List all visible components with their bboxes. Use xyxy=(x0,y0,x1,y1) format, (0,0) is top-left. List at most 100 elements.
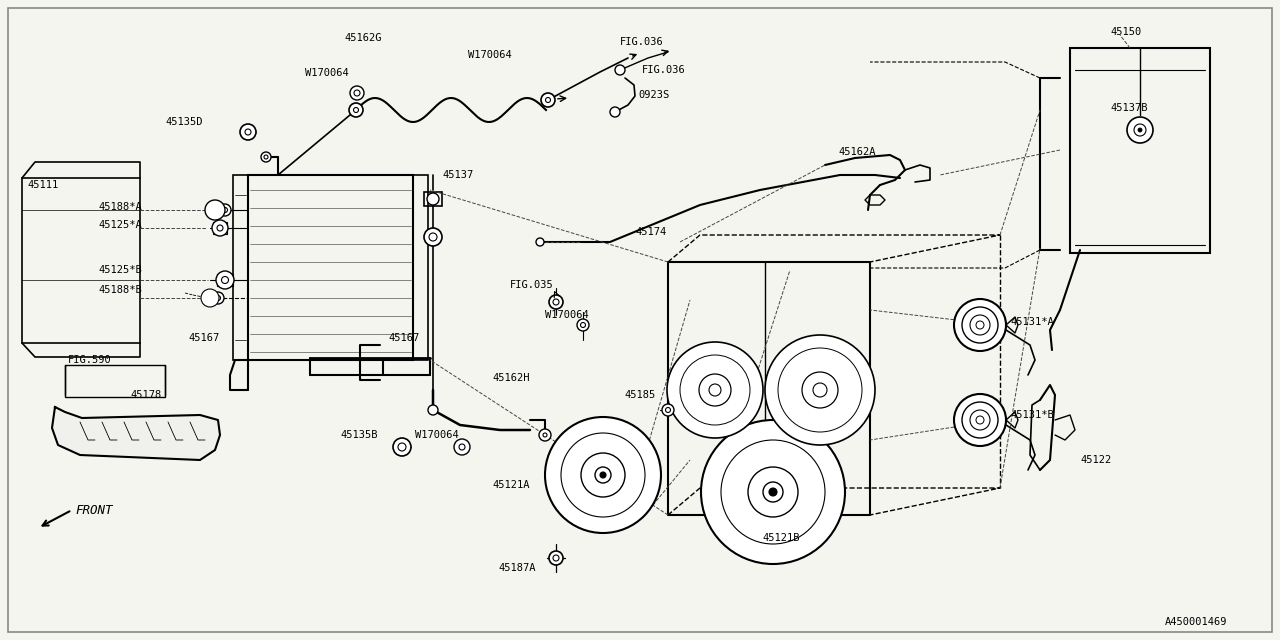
Circle shape xyxy=(577,319,589,331)
Circle shape xyxy=(769,488,777,496)
Text: 45125*A: 45125*A xyxy=(99,220,142,230)
Text: 45188*B: 45188*B xyxy=(99,285,142,295)
Circle shape xyxy=(349,86,364,100)
Circle shape xyxy=(429,233,436,241)
Text: 45162H: 45162H xyxy=(492,373,530,383)
Circle shape xyxy=(763,482,783,502)
Text: 45121A: 45121A xyxy=(492,480,530,490)
Circle shape xyxy=(709,384,721,396)
Circle shape xyxy=(701,420,845,564)
Circle shape xyxy=(954,394,1006,446)
Circle shape xyxy=(428,405,438,415)
Circle shape xyxy=(353,108,358,113)
Text: 45167: 45167 xyxy=(188,333,219,343)
Circle shape xyxy=(680,355,750,425)
Circle shape xyxy=(201,289,219,307)
Circle shape xyxy=(581,453,625,497)
Circle shape xyxy=(666,408,671,413)
Circle shape xyxy=(545,417,660,533)
Circle shape xyxy=(244,129,251,135)
Text: W170064: W170064 xyxy=(305,68,348,78)
Text: 45162A: 45162A xyxy=(838,147,876,157)
Circle shape xyxy=(1134,124,1146,136)
Circle shape xyxy=(977,416,984,424)
Circle shape xyxy=(264,155,268,159)
Circle shape xyxy=(970,410,989,430)
Text: FIG.036: FIG.036 xyxy=(643,65,686,75)
Text: 45185: 45185 xyxy=(625,390,655,400)
Circle shape xyxy=(241,124,256,140)
Text: 0923S: 0923S xyxy=(637,90,669,100)
Text: W170064: W170064 xyxy=(545,310,589,320)
Text: 45125*B: 45125*B xyxy=(99,265,142,275)
Circle shape xyxy=(600,472,605,478)
Circle shape xyxy=(549,551,563,565)
Text: FIG.590: FIG.590 xyxy=(68,355,111,365)
Bar xyxy=(424,192,442,206)
Text: W170064: W170064 xyxy=(415,430,458,440)
Bar xyxy=(233,175,248,360)
Text: 45111: 45111 xyxy=(27,180,59,190)
Text: 45137: 45137 xyxy=(442,170,474,180)
Circle shape xyxy=(803,372,838,408)
Circle shape xyxy=(218,225,223,231)
Text: W170064: W170064 xyxy=(468,50,512,60)
Bar xyxy=(413,175,428,360)
Text: 45174: 45174 xyxy=(635,227,667,237)
Bar xyxy=(1070,48,1210,253)
Circle shape xyxy=(553,299,559,305)
Circle shape xyxy=(543,433,547,437)
Text: 45187A: 45187A xyxy=(498,563,535,573)
Circle shape xyxy=(581,323,585,328)
Text: 45135D: 45135D xyxy=(165,117,202,127)
Circle shape xyxy=(748,467,797,517)
Circle shape xyxy=(349,103,364,117)
Circle shape xyxy=(205,200,225,220)
Text: 45150: 45150 xyxy=(1110,27,1142,37)
Circle shape xyxy=(963,307,998,343)
Circle shape xyxy=(428,193,439,205)
Text: A450001469: A450001469 xyxy=(1165,617,1228,627)
Circle shape xyxy=(536,238,544,246)
Circle shape xyxy=(454,439,470,455)
Text: FIG.036: FIG.036 xyxy=(620,37,664,47)
Circle shape xyxy=(970,315,989,335)
Circle shape xyxy=(765,335,876,445)
Bar xyxy=(248,175,413,360)
Circle shape xyxy=(813,383,827,397)
Bar xyxy=(212,222,227,234)
Text: FIG.035: FIG.035 xyxy=(509,280,554,290)
Circle shape xyxy=(667,342,763,438)
Circle shape xyxy=(539,429,550,441)
Text: 45122: 45122 xyxy=(1080,455,1111,465)
Text: 45188*A: 45188*A xyxy=(99,202,142,212)
Circle shape xyxy=(954,299,1006,351)
Circle shape xyxy=(261,152,271,162)
Circle shape xyxy=(1126,117,1153,143)
Text: 45178: 45178 xyxy=(131,390,161,400)
Circle shape xyxy=(541,93,556,107)
Circle shape xyxy=(611,107,620,117)
Circle shape xyxy=(561,433,645,517)
Bar xyxy=(218,274,233,286)
Circle shape xyxy=(212,292,224,304)
Text: FRONT: FRONT xyxy=(76,504,113,516)
Circle shape xyxy=(614,65,625,75)
Circle shape xyxy=(778,348,861,432)
Polygon shape xyxy=(52,407,220,460)
Circle shape xyxy=(662,404,675,416)
Circle shape xyxy=(721,440,826,544)
Circle shape xyxy=(595,467,611,483)
Circle shape xyxy=(549,295,563,309)
Circle shape xyxy=(963,402,998,438)
Circle shape xyxy=(977,321,984,329)
Circle shape xyxy=(424,228,442,246)
Circle shape xyxy=(212,220,228,236)
Circle shape xyxy=(223,207,228,212)
Circle shape xyxy=(460,444,465,450)
Circle shape xyxy=(219,204,230,216)
Text: 45135B: 45135B xyxy=(340,430,378,440)
Circle shape xyxy=(355,90,360,96)
Circle shape xyxy=(398,443,406,451)
Text: 45131*B: 45131*B xyxy=(1010,410,1053,420)
